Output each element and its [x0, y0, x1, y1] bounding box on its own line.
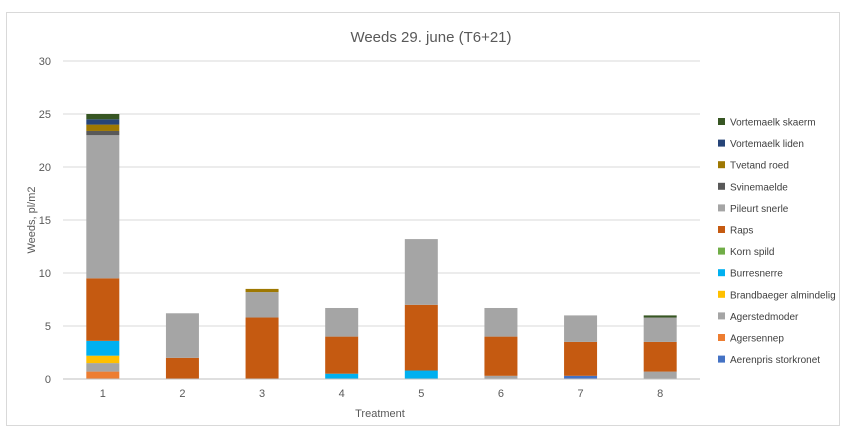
bar-segment	[404, 370, 438, 379]
legend-label: Pileurt snerle	[730, 204, 789, 215]
bar-segment	[86, 124, 120, 131]
legend-label: Brandbaeger almindelig	[730, 290, 836, 301]
legend-label: Svinemaelde	[730, 182, 788, 193]
y-tick-label: 5	[45, 321, 51, 333]
legend-swatch	[718, 334, 725, 341]
x-tick-label: 6	[498, 388, 504, 400]
x-tick-label: 5	[418, 388, 424, 400]
y-tick-label: 15	[39, 215, 51, 227]
legend-swatch	[718, 226, 725, 233]
bar-segment	[86, 135, 120, 279]
legend-swatch	[718, 247, 725, 255]
bar-segment	[86, 114, 120, 120]
legend-swatch	[718, 139, 725, 147]
bar-segment	[643, 371, 677, 379]
bar-segment	[564, 315, 598, 342]
bar-segment	[86, 355, 120, 364]
legend: Vortemaelk skaerm Vortemaelk liden Tvetand…	[718, 118, 836, 366]
legend-label: Vortemaelk skaerm	[730, 118, 816, 129]
x-tick-label: 2	[179, 388, 185, 400]
legend-label: Burresnerre	[730, 269, 783, 280]
bar-segment	[404, 239, 438, 305]
x-tick-label: 3	[259, 388, 265, 400]
x-tick-labels: 1 2 3 4 5 6 7 8	[100, 388, 664, 400]
chart-title: Weeds 29. june (T6+21)	[350, 29, 511, 46]
bar-segment	[484, 336, 518, 376]
bar-segment	[245, 288, 279, 293]
legend-label: Agerstedmoder	[730, 312, 799, 323]
legend-label: Tvetand roed	[730, 161, 789, 172]
bar-segment	[484, 307, 518, 337]
legend-label: Raps	[730, 226, 753, 237]
bar-segment	[165, 357, 199, 379]
bar-segment	[404, 304, 438, 371]
gridlines	[63, 60, 700, 327]
y-tick-label: 30	[39, 56, 51, 68]
bar-segment	[165, 313, 199, 358]
bar-segment	[325, 373, 359, 379]
bar-segment	[86, 363, 120, 372]
bar-segment	[86, 340, 120, 356]
bars	[86, 114, 677, 379]
bar-segment	[564, 341, 598, 376]
legend-label: Vortemaelk liden	[730, 139, 804, 150]
legend-swatch	[718, 182, 725, 190]
x-tick-label: 4	[339, 388, 345, 400]
bar-segment	[245, 317, 279, 379]
bar-segment	[643, 315, 677, 318]
bar-segment	[325, 336, 359, 374]
bar-segment	[643, 317, 677, 342]
bar-segment	[86, 278, 120, 341]
y-tick-label: 10	[39, 268, 51, 280]
bar-segment	[564, 375, 598, 379]
x-tick-label: 8	[657, 388, 663, 400]
y-tick-label: 25	[39, 109, 51, 121]
y-axis-label: Weeds, pl/m2	[26, 186, 38, 253]
legend-swatch	[718, 161, 725, 169]
bar-segment	[325, 307, 359, 337]
y-tick-label: 20	[39, 162, 51, 174]
y-tick-labels: 0 5 10 15 20 25 30	[39, 56, 51, 386]
legend-swatch	[718, 269, 725, 277]
x-axis-label: Treatment	[355, 408, 405, 420]
legend-label: Korn spild	[730, 247, 774, 258]
y-tick-label: 0	[45, 374, 51, 386]
legend-swatch	[718, 290, 725, 298]
bar-segment	[245, 292, 279, 318]
legend-swatch	[718, 312, 725, 320]
bar-segment	[86, 119, 120, 125]
legend-swatch	[718, 204, 725, 212]
x-tick-label: 7	[578, 388, 584, 400]
legend-label: Agersennep	[730, 334, 784, 345]
legend-label: Aerenpris storkronet	[730, 355, 820, 366]
bar-segment	[643, 341, 677, 372]
legend-swatch	[718, 118, 725, 125]
bar-segment	[86, 130, 120, 136]
bar-segment	[484, 375, 518, 379]
x-tick-label: 1	[100, 388, 106, 400]
legend-swatch	[718, 355, 725, 363]
bar-segment	[86, 371, 120, 379]
